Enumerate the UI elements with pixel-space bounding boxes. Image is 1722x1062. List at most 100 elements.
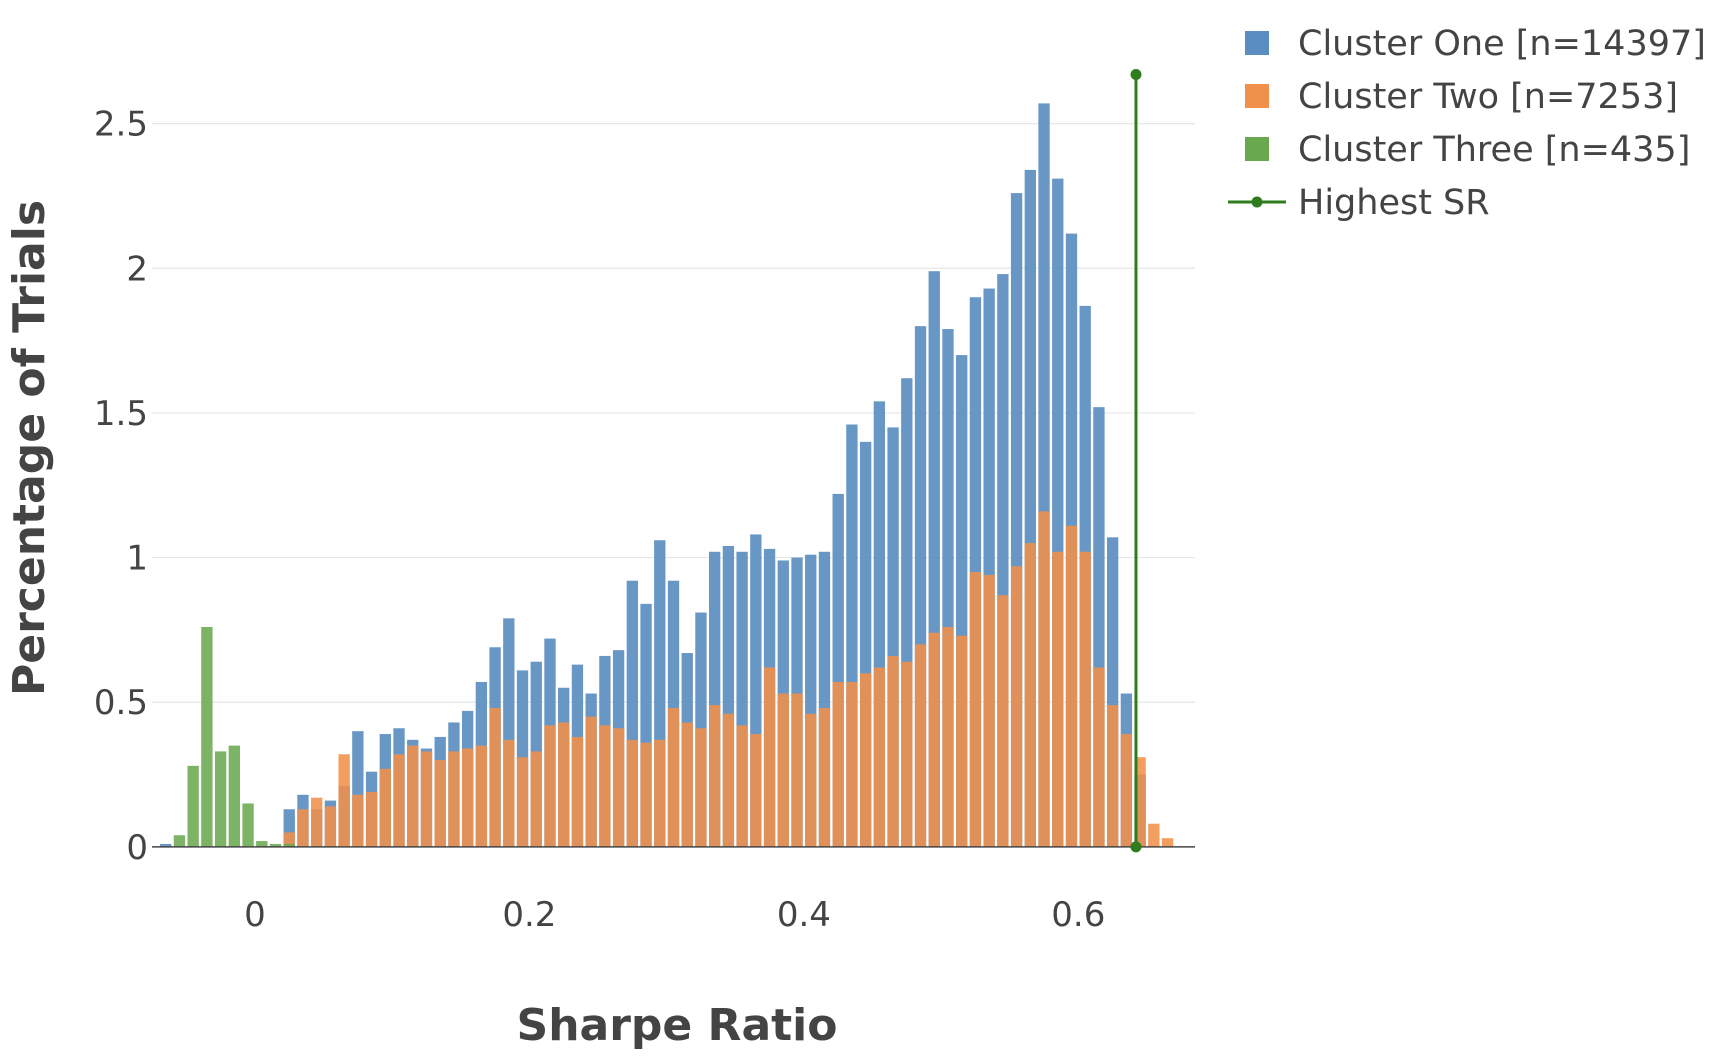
highest-sr-point: [1130, 68, 1142, 80]
bar-series-2: [352, 794, 364, 847]
bar-series-2: [901, 661, 913, 847]
bar-series-2: [722, 713, 735, 847]
bar-series-2: [832, 681, 844, 847]
bar-series-1: [887, 427, 899, 847]
bar-series-3: [269, 843, 282, 847]
bar-series-2: [379, 768, 391, 847]
bar-series-2: [1065, 525, 1078, 847]
bar-series-1: [997, 274, 1009, 847]
bar-series-1: [722, 546, 735, 847]
bar-series-2: [338, 754, 350, 847]
bar-series-2: [846, 681, 858, 847]
bar-series-1: [1052, 178, 1064, 847]
legend-label-3: Cluster Three [n=435]: [1298, 130, 1690, 170]
bar-series-2: [475, 745, 488, 847]
bar-series-1: [832, 493, 844, 847]
bar-series-1: [928, 271, 940, 847]
bar-series-2: [1010, 566, 1023, 847]
bar-series-2: [558, 722, 570, 847]
legend-label-highest-sr: Highest SR: [1298, 183, 1490, 223]
bar-series-1: [1010, 193, 1023, 847]
bar-series-3: [201, 627, 213, 847]
bar-series-2: [709, 705, 721, 847]
bar-series-2: [928, 632, 940, 847]
legend-label-1: Cluster One [n=14397]: [1298, 24, 1706, 64]
bar-series-2: [969, 572, 982, 847]
bar-series-2: [1052, 551, 1064, 847]
legend-swatch-2: [1245, 84, 1269, 108]
bar-series-2: [667, 708, 680, 847]
y-tick-label: 2.5: [94, 105, 148, 145]
bar-series-2: [914, 644, 927, 847]
bar-series-1: [942, 329, 954, 847]
bar-series-2: [736, 725, 748, 847]
bar-series-1: [914, 326, 927, 847]
bar-series-2: [503, 739, 515, 847]
bar-series-2: [956, 635, 968, 847]
bar-series-2: [942, 627, 954, 847]
bar-series-2: [365, 791, 378, 847]
bar-series-1: [1106, 537, 1119, 847]
bar-series-2: [1024, 543, 1036, 847]
bar-series-2: [1120, 734, 1133, 847]
bar-series-2: [681, 722, 693, 847]
bar-series-1: [352, 731, 364, 847]
bar-series-1: [805, 554, 817, 847]
x-tick-label: 0: [244, 895, 266, 935]
bar-series-3: [187, 765, 199, 847]
bar-series-1: [709, 551, 721, 847]
bar-series-1: [873, 401, 886, 847]
bar-series-2: [544, 725, 556, 847]
bar-series-3: [214, 751, 227, 847]
bar-series-2: [763, 667, 776, 847]
bar-series-2: [585, 716, 597, 847]
bar-series-2: [297, 809, 309, 847]
bar-series-2: [530, 751, 542, 847]
y-tick-label: 2: [126, 249, 148, 289]
bar-series-1: [160, 843, 172, 847]
bar-series-2: [695, 728, 707, 847]
bar-series-1: [640, 603, 652, 847]
bar-series-2: [448, 751, 460, 847]
bar-series-2: [571, 736, 584, 847]
bar-series-2: [887, 655, 899, 847]
bar-series-2: [805, 713, 817, 847]
legend-swatch-3: [1245, 137, 1269, 161]
bar-series-2: [434, 760, 446, 847]
bar-series-2: [859, 673, 872, 847]
bar-series-2: [461, 748, 474, 847]
bar-series-3: [256, 841, 268, 847]
bar-series-3: [242, 803, 254, 847]
bar-series-1: [503, 618, 515, 847]
bar-series-2: [654, 739, 666, 847]
bar-series-2: [1161, 838, 1174, 847]
legend-swatch-highest-sr-dot: [1251, 196, 1263, 208]
bar-series-2: [640, 742, 652, 847]
legend-swatch-1: [1245, 31, 1269, 55]
bar-series-1: [626, 580, 638, 847]
bar-series-1: [956, 355, 968, 847]
bar-series-2: [311, 797, 323, 847]
bar-series-2: [1038, 511, 1050, 847]
bar-series-2: [283, 832, 295, 847]
bar-series-2: [791, 693, 803, 847]
bar-series-2: [1079, 551, 1091, 847]
bar-series-2: [873, 667, 886, 847]
y-tick-label: 0: [126, 828, 148, 868]
bar-series-1: [1093, 407, 1105, 847]
bar-series-2: [407, 745, 419, 847]
bar-series-2: [393, 754, 405, 847]
y-tick-label: 1: [126, 539, 148, 579]
bar-series-2: [516, 757, 529, 847]
bar-series-3: [228, 745, 241, 847]
axes: 0 0.5 1 1.5 2 2.5 0 0.2 0.4 0.6: [94, 105, 1195, 935]
x-tick-label: 0.4: [777, 895, 831, 935]
bar-series-1: [983, 288, 995, 847]
bar-series-1: [818, 551, 831, 847]
bar-series-1: [750, 534, 762, 847]
bar-series-1: [901, 378, 913, 847]
bar-series-1: [654, 540, 666, 847]
highest-sr-marker: [1130, 68, 1142, 853]
legend: Cluster One [n=14397] Cluster Two [n=7253…: [1228, 24, 1706, 223]
x-tick-label: 0.6: [1051, 895, 1105, 935]
